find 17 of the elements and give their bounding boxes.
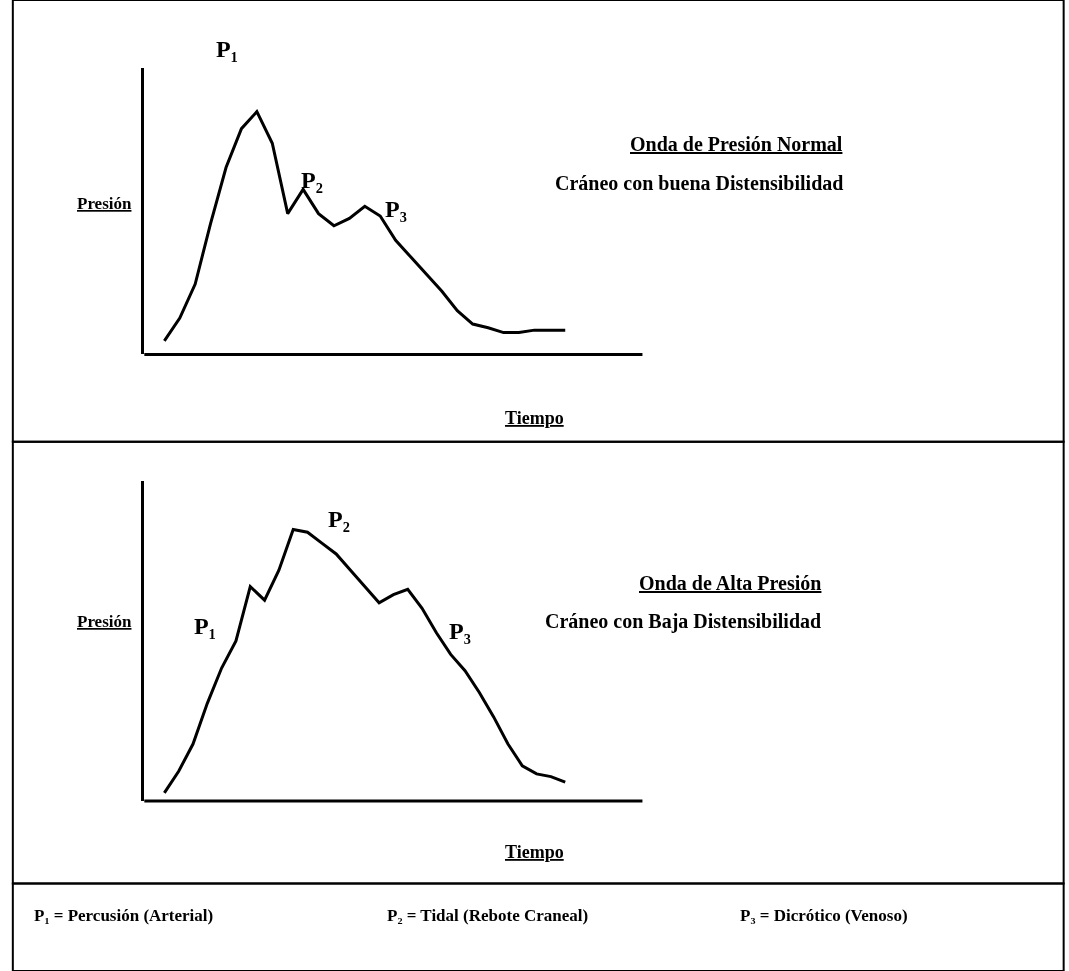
text: P₁ = Percusión (Arterial)	[34, 906, 214, 925]
annotation: Cráneo con Baja Distensibilidad	[545, 610, 822, 633]
text: P₂ = Tidal (Rebote Craneal)	[387, 906, 589, 925]
x-axis-title: Tiempo	[505, 842, 564, 862]
annotation: P₂	[328, 506, 350, 532]
x-axis-title: Tiempo	[505, 408, 564, 428]
annotation: Cráneo con buena Distensibilidad	[555, 172, 844, 194]
annotation: P₂	[301, 167, 323, 193]
annotation: P₁	[194, 613, 216, 639]
text: P₁	[216, 36, 238, 62]
text: P₃ = Dicrótico (Venoso)	[740, 906, 908, 925]
y-axis-title: Presión	[77, 194, 133, 213]
annotation: P₃	[385, 196, 407, 222]
y-axis-title: Presión	[77, 612, 133, 631]
text: Onda de Presión Normal	[630, 133, 843, 155]
text: Onda de Alta Presión	[639, 572, 822, 594]
annotation: P₃	[449, 618, 471, 644]
